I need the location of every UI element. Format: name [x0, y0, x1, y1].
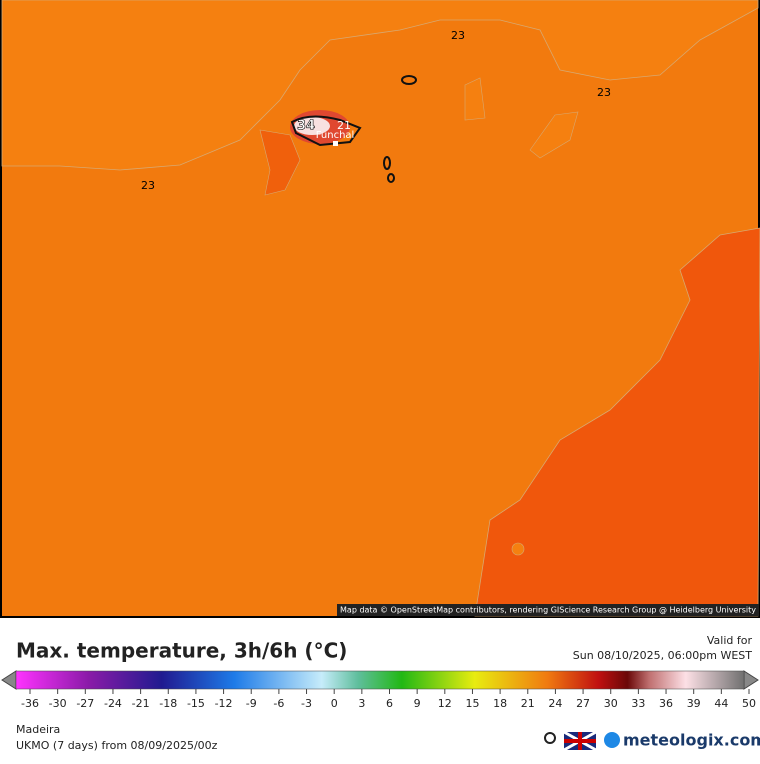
colorbar-label: 9 [414, 697, 421, 710]
colorbar-label: 24 [548, 697, 562, 710]
colorbar-label: -18 [159, 697, 177, 710]
colorbar-label: 0 [331, 697, 338, 710]
colorbar-label: 27 [576, 697, 590, 710]
colorbar-label: -30 [49, 697, 67, 710]
colorbar-label: -27 [76, 697, 94, 710]
legend: Max. temperature, 3h/6h (°C) Valid for S… [1, 634, 759, 690]
place-label: Funchal [316, 130, 355, 141]
colorbar-label: -12 [215, 697, 233, 710]
colorbar-label: 30 [604, 697, 618, 710]
colorbar-label: 44 [714, 697, 728, 710]
island-coast [383, 156, 391, 170]
colorbar-label: 12 [438, 697, 452, 710]
cool-patch [464, 77, 486, 121]
cool-patch [511, 542, 525, 556]
hot-core [294, 117, 330, 135]
colorbar-label: 18 [493, 697, 507, 710]
colorbar-label: -9 [246, 697, 257, 710]
colorbar-label: 36 [659, 697, 673, 710]
colorbar-label: 15 [465, 697, 479, 710]
contour-label: 23 [451, 29, 465, 42]
region: Madeira [16, 723, 60, 736]
model-run: UKMO (7 days) from 08/09/2025/00z [16, 739, 218, 752]
contour-label: 23 [597, 86, 611, 99]
colorbar-label: 39 [687, 697, 701, 710]
colorbar-label: -21 [132, 697, 150, 710]
attribution-box [337, 604, 759, 616]
island-coast [387, 173, 395, 183]
cool-region [1, 0, 759, 171]
contour-label: 34 [297, 119, 315, 134]
city-marker [333, 141, 338, 146]
hd-search-icon[interactable] [544, 732, 556, 744]
valid-time: Sun 08/10/2025, 06:00pm WEST [573, 649, 753, 662]
colorbar-label: -3 [301, 697, 312, 710]
icons [544, 730, 620, 752]
brand[interactable]: meteologix.com [623, 731, 760, 750]
cool-patch [529, 111, 579, 159]
colorbar-label: 33 [631, 697, 645, 710]
colorbar-label: -24 [104, 697, 122, 710]
colorbar-label: 21 [521, 697, 535, 710]
colorbar-label: 50 [742, 697, 756, 710]
island-coast [401, 75, 417, 85]
colorbar-label: 3 [358, 697, 365, 710]
contour-label: 23 [141, 179, 155, 192]
brand-logo [604, 732, 620, 748]
colorbar-label: -36 [21, 697, 39, 710]
flag-cross [564, 732, 596, 750]
warm-patch [259, 129, 301, 196]
map: 23 23 23 34 21 Funchal Map data © OpenSt… [0, 0, 760, 618]
colorbar-label: -6 [273, 697, 284, 710]
colorbar-label: -15 [187, 697, 205, 710]
valid-label: Valid for [707, 634, 753, 647]
colorbar [15, 670, 745, 690]
contour-label: 21 [337, 119, 351, 132]
colorbar-label: 6 [386, 697, 393, 710]
legend-title: Max. temperature, 3h/6h (°C) [16, 639, 347, 663]
attribution: Map data © OpenStreetMap contributors, r… [340, 606, 756, 615]
